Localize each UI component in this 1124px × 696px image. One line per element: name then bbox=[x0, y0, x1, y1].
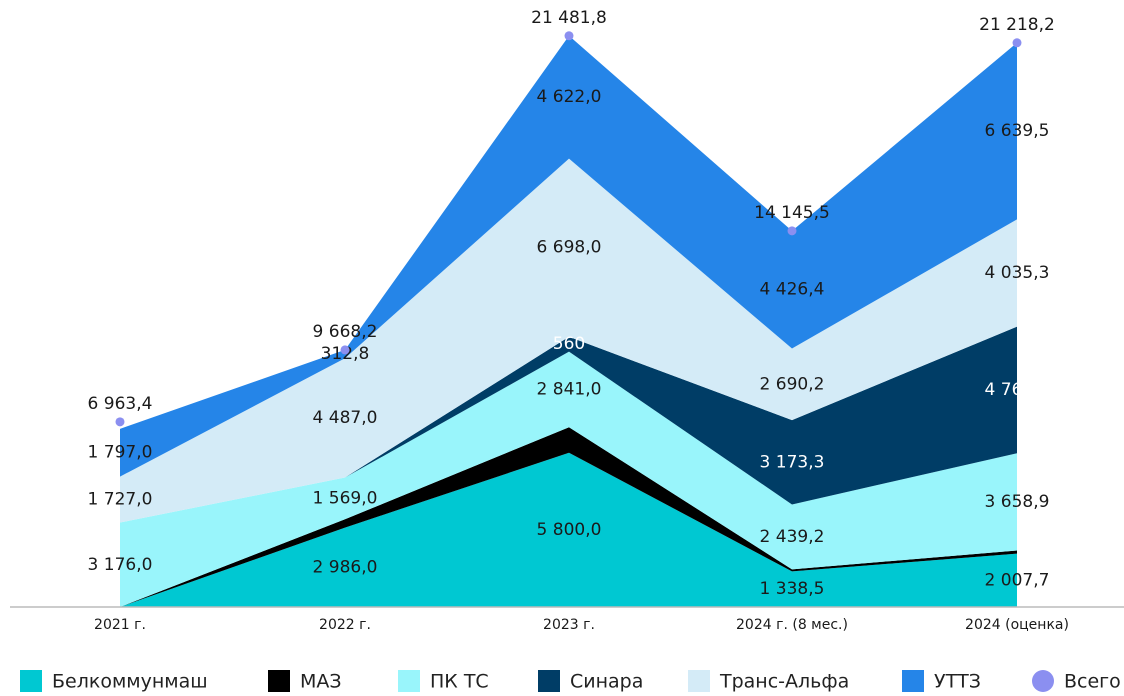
area bbox=[120, 35, 1017, 477]
data-label: 3 173,3 bbox=[760, 452, 825, 472]
data-label: 4 426,4 bbox=[760, 280, 825, 300]
legend-marker bbox=[688, 670, 710, 692]
total-dot bbox=[115, 417, 125, 427]
legend-label: ПК ТС bbox=[430, 671, 489, 693]
x-tick-label: 2024 г. (8 мес.) bbox=[736, 617, 848, 633]
total-label: 6 963,4 bbox=[88, 394, 153, 414]
total-dot bbox=[564, 31, 574, 41]
area bbox=[120, 351, 1017, 607]
data-label: 1 727,0 bbox=[88, 490, 153, 510]
data-label: 4 487,0 bbox=[313, 408, 378, 428]
legend-label: Всего bbox=[1064, 671, 1121, 693]
legend-marker bbox=[1032, 670, 1054, 692]
legend-label: Транс-Альфа bbox=[719, 671, 849, 693]
data-label: 2 690,2 bbox=[760, 374, 825, 394]
x-tick-label: 2021 г. bbox=[94, 617, 146, 633]
data-label: 1 338,5 bbox=[760, 579, 825, 599]
total-dot bbox=[340, 345, 350, 355]
x-tick-label: 2022 г. bbox=[319, 617, 371, 633]
data-label: 4 622,0 bbox=[537, 87, 602, 107]
data-label: 4 035,3 bbox=[985, 263, 1050, 283]
data-label: 1 569,0 bbox=[313, 488, 378, 508]
data-label: 560 bbox=[553, 334, 585, 354]
legend-label: Синара bbox=[570, 671, 643, 693]
total-label: 21 481,8 bbox=[531, 8, 607, 28]
data-label: 2 007,7 bbox=[985, 570, 1050, 590]
data-label: 1 797,0 bbox=[88, 443, 153, 463]
data-label: 4 760,0 bbox=[985, 380, 1050, 400]
legend-marker bbox=[20, 670, 42, 692]
area bbox=[120, 452, 1017, 607]
x-tick-label: 2023 г. bbox=[543, 617, 595, 633]
data-label: 3 658,9 bbox=[985, 492, 1050, 512]
data-label: 2 986,0 bbox=[313, 557, 378, 577]
total-dot bbox=[787, 226, 797, 236]
x-tick-label: 2024 (оценка) bbox=[965, 617, 1069, 633]
total-label: 9 668,2 bbox=[313, 322, 378, 342]
data-label: 5 800,0 bbox=[537, 520, 602, 540]
data-label: 6 698,0 bbox=[537, 238, 602, 258]
legend-marker bbox=[398, 670, 420, 692]
data-label: 3 176,0 bbox=[88, 555, 153, 575]
area bbox=[120, 326, 1017, 523]
legend-label: Белкоммунмаш bbox=[52, 671, 208, 693]
legend-label: МАЗ bbox=[300, 671, 342, 693]
total-label: 21 218,2 bbox=[979, 15, 1055, 35]
area bbox=[120, 158, 1017, 523]
data-label: 2 439,2 bbox=[760, 527, 825, 547]
data-label: 6 639,5 bbox=[985, 121, 1050, 141]
legend-marker bbox=[902, 670, 924, 692]
legend-label: УТТЗ bbox=[934, 671, 981, 693]
total-dot bbox=[1012, 38, 1022, 48]
total-label: 14 145,5 bbox=[754, 203, 830, 223]
legend-marker bbox=[538, 670, 560, 692]
data-label: 2 841,0 bbox=[537, 379, 602, 399]
legend-marker bbox=[268, 670, 290, 692]
